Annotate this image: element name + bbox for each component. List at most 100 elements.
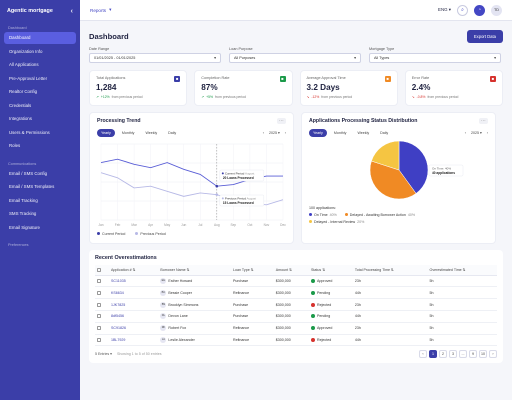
- trend-tab-monthly[interactable]: Monthly: [121, 130, 135, 135]
- distribution-title: Applications Processing Status Distribut…: [309, 117, 418, 124]
- column-header-loan-type[interactable]: Loan Type ⇅: [230, 264, 274, 276]
- trend-year-select[interactable]: 2025 ▾: [268, 130, 280, 135]
- dist-tab-yearly[interactable]: Yearly: [309, 128, 327, 137]
- column-header-application[interactable]: Application # ⇅: [109, 264, 159, 276]
- borrower-avatar: BC: [160, 289, 167, 296]
- borrower-cell: EH Esther Howard: [158, 275, 231, 288]
- table-row[interactable]: KS6634 BC Bessie Cooper Refinance $300,000 Pe…: [95, 286, 497, 300]
- trend-tab-daily[interactable]: Daily: [168, 130, 177, 135]
- more-icon[interactable]: ⋯: [479, 117, 488, 124]
- sidebar-item-roles[interactable]: Roles: [9, 143, 21, 148]
- application-number[interactable]: SC91826: [109, 322, 159, 335]
- dist-tab-daily[interactable]: Daily: [380, 130, 389, 135]
- sidebar-item-email-sms-config[interactable]: Email / SMS Config: [9, 170, 48, 176]
- column-header-total-processing-time[interactable]: Total Processing Time ⇅: [352, 264, 428, 276]
- select-all-checkbox[interactable]: [97, 267, 101, 272]
- row-checkbox[interactable]: [97, 278, 101, 283]
- sidebar-item-organization-info[interactable]: Organization Info: [9, 48, 43, 54]
- sidebar-item-email-tracking[interactable]: Email Tracking: [9, 197, 38, 203]
- avatar[interactable]: TD: [491, 4, 502, 16]
- page-9[interactable]: 9: [469, 350, 477, 359]
- sidebar-section-communications: Communications: [8, 161, 37, 166]
- column-header-borrower-name[interactable]: Borrower Name ⇅: [158, 264, 231, 276]
- overestimated-time: 5h: [427, 334, 497, 347]
- trend-year-nav: ‹ 2025 ▾ ›: [263, 131, 286, 135]
- application-number[interactable]: KS6634: [109, 286, 159, 300]
- next-page-icon[interactable]: ›: [489, 350, 497, 359]
- column-header-status[interactable]: Status ⇅: [309, 264, 353, 276]
- status-label: Approved: [317, 278, 333, 283]
- trend-tab-weekly[interactable]: Weekly: [145, 130, 158, 135]
- chevron-left-icon[interactable]: ‹: [464, 130, 466, 135]
- date-range-select[interactable]: 01/01/2025 - 01/01/2025 ▾: [89, 52, 221, 63]
- application-number[interactable]: SC11035: [109, 275, 159, 288]
- dist-tab-monthly[interactable]: Monthly: [333, 130, 347, 135]
- sidebar-item-all-applications[interactable]: All Applications: [9, 62, 39, 67]
- language-select[interactable]: ENG ▾: [438, 7, 451, 12]
- mortgage-type-select[interactable]: All Types ▾: [369, 52, 501, 63]
- table-row[interactable]: SC91826 RF Robert Fox Refinance $300,000 Appr…: [95, 322, 497, 335]
- search-icon[interactable]: ⌕: [457, 4, 468, 16]
- legend-previous-label: Previous Period: [140, 231, 166, 236]
- chevron-left-icon[interactable]: ‹: [262, 130, 264, 135]
- filter-value: 01/01/2025 - 01/01/2025: [94, 55, 136, 60]
- page-10[interactable]: 10: [479, 350, 487, 359]
- sidebar-item-users-permissions[interactable]: Users & Permissions: [9, 129, 50, 135]
- table-row[interactable]: SC11035 EH Esther Howard Purchase $300,000 Ap…: [95, 275, 497, 288]
- hover-point-current: [215, 184, 219, 188]
- sidebar-item-integrations[interactable]: Integrations: [9, 116, 32, 121]
- sidebar-item-dashboard[interactable]: Dashboard: [4, 32, 76, 44]
- amount: $300,000: [273, 298, 310, 311]
- status-label: Rejected: [317, 302, 332, 307]
- chevron-left-icon[interactable]: ‹: [70, 7, 73, 15]
- sidebar-item-credentials[interactable]: Credentials: [9, 102, 32, 108]
- bell-icon[interactable]: ◔: [474, 4, 485, 16]
- row-checkbox[interactable]: [97, 290, 101, 295]
- table-row[interactable]: 1JK7825 BS Brooklyn Simmons Purchase $300,00…: [95, 298, 497, 311]
- trend-down-icon: ↘: [306, 94, 310, 99]
- pie-slice-delayed-awaiting-borrower-action: [369, 160, 417, 199]
- prev-page-icon[interactable]: ‹: [419, 350, 427, 359]
- row-checkbox[interactable]: [97, 337, 101, 342]
- column-header-label: Total Processing Time: [354, 267, 391, 272]
- chevron-right-icon[interactable]: ›: [486, 130, 488, 135]
- overestimated-time: 5h: [427, 298, 497, 311]
- legend-current-label: Current Period: [102, 231, 126, 236]
- kpi-change-text: from previous period: [321, 94, 353, 99]
- export-data-button[interactable]: Export Data: [466, 29, 503, 43]
- sidebar-item-pre-approval-letter[interactable]: Pre-Approval Letter: [9, 75, 48, 81]
- sidebar-section-main: Dashboard: [8, 26, 27, 30]
- page-1[interactable]: 1: [429, 350, 437, 359]
- hover-point-previous: [215, 192, 219, 196]
- row-checkbox[interactable]: [97, 302, 101, 307]
- table-row[interactable]: 1BL7929 LA Leslie Alexander Refinance $300,0…: [95, 334, 497, 347]
- column-header-overestimated-time[interactable]: Overestimated Time ⇅: [427, 264, 497, 276]
- sidebar-item-realtor-config[interactable]: Realtor Config: [9, 89, 38, 94]
- dist-tab-weekly[interactable]: Weekly: [357, 130, 370, 135]
- table-row[interactable]: 8df5456 DL Devon Lane Purchase $300,000 Pendi…: [95, 310, 497, 323]
- chevron-down-icon: ▾: [109, 7, 112, 12]
- page-3[interactable]: 3: [449, 350, 457, 359]
- application-number[interactable]: 8df5456: [109, 310, 159, 323]
- tooltip-current-value: 20 Loans Processed: [223, 176, 254, 180]
- application-number[interactable]: 1BL7929: [109, 334, 159, 347]
- more-icon[interactable]: ⋯: [277, 117, 286, 124]
- sidebar-item-sms-tracking[interactable]: SMS Tracking: [9, 211, 37, 216]
- column-header-amount[interactable]: Amount ⇅: [273, 264, 310, 276]
- loan-purpose-select[interactable]: All Purposes ▾: [229, 52, 361, 63]
- sidebar-item-email-sms-templates[interactable]: Email / SMS Templates: [9, 184, 55, 189]
- breadcrumb[interactable]: Reports ▾: [90, 7, 111, 13]
- chevron-right-icon[interactable]: ›: [284, 130, 286, 135]
- row-checkbox[interactable]: [97, 314, 101, 319]
- trend-tab-yearly[interactable]: Yearly: [97, 128, 115, 137]
- legend-delayed-awaiting-borrower-action: Delayed - Awaiting Borrower Action 40%: [344, 213, 415, 217]
- row-checkbox[interactable]: [97, 326, 101, 331]
- page-2[interactable]: 2: [439, 350, 447, 359]
- application-number[interactable]: 1JK7825: [109, 298, 159, 311]
- x-tick-label: Nov: [264, 223, 270, 227]
- dist-year-select[interactable]: 2025 ▾: [470, 130, 482, 135]
- x-tick-label: Aug: [214, 223, 220, 227]
- sidebar-item-email-signature[interactable]: Email Signature: [9, 224, 40, 230]
- overestimated-time: 5h: [427, 275, 497, 288]
- entries-select[interactable]: 5 Entries ▾: [95, 352, 112, 357]
